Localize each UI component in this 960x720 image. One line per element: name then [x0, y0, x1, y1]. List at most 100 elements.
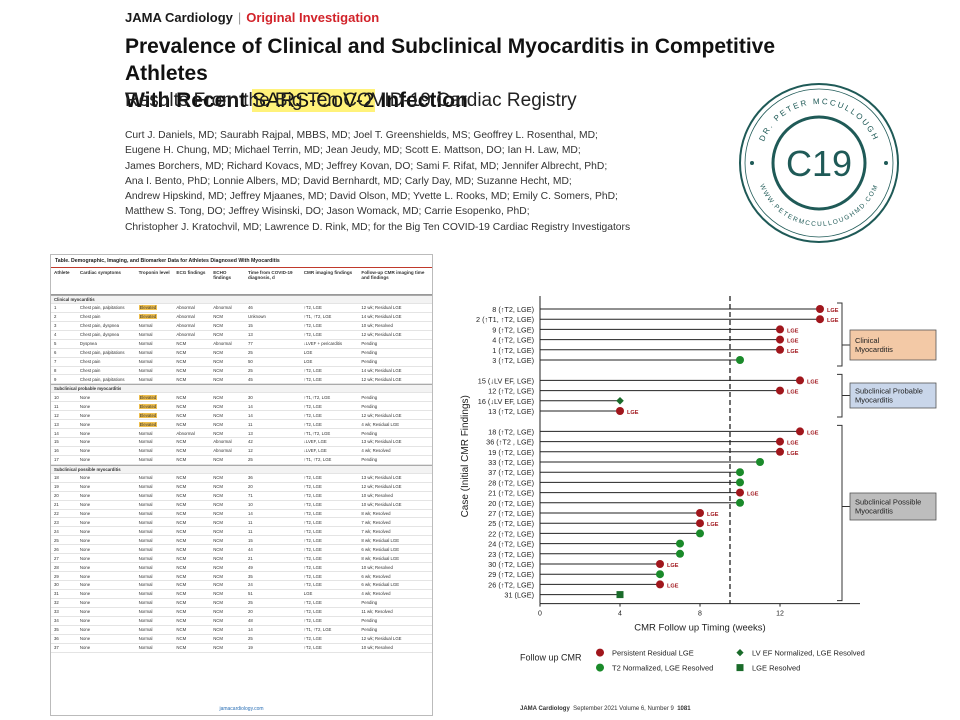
table-cell: Abnormal: [213, 341, 232, 347]
case-label: 12 (↑T2, LGE): [488, 387, 534, 396]
table-cell: NCM: [213, 403, 223, 409]
table-cell: NCM: [213, 314, 223, 320]
table-cell: 13 wk; Residual LGE: [361, 439, 402, 445]
table-cell: 36: [248, 475, 253, 481]
table-cell: Abnormal: [213, 448, 232, 454]
table-cell: None: [79, 537, 91, 543]
lge-point-label: LGE: [807, 379, 819, 385]
table-row: 33 None Normal NCM NCM 20 ↑T2, LGE 11 wk; Resol…: [51, 608, 432, 617]
table-row: 25 None Normal NCM NCM 15 ↑T2, LGE 8 wk; Residu…: [51, 536, 432, 546]
case-point-persistent: [796, 376, 804, 385]
table-cell: 12: [248, 448, 253, 454]
table-cell: 4 wk; Residual LGE: [361, 421, 400, 427]
table-cell: NCM: [213, 645, 223, 651]
lge-point-label: LGE: [747, 492, 759, 498]
table-cell: NCM: [176, 421, 187, 427]
table-row: 11 None Elevated NCM NCM 14 ↑T2, LGE Pending: [51, 402, 432, 412]
table-cell: 24: [54, 528, 59, 534]
table-cell: ↑T1, ↑T2, LGE: [303, 457, 332, 463]
table-cell: NCM: [213, 367, 223, 373]
table-cell: 17: [54, 457, 59, 463]
case-label: 37 (↑T2, LGE): [488, 468, 534, 477]
table-cell: 11: [248, 519, 253, 525]
table-cell: Pending: [361, 618, 378, 624]
table-cell: 16: [54, 448, 59, 454]
table-cell: NCM: [176, 484, 187, 490]
table-cell: 19: [248, 645, 253, 651]
case-point-persistent: [736, 488, 744, 497]
table-cell: 7 wk; Resolved: [361, 528, 391, 534]
case-point-t2_normalized: [736, 468, 744, 477]
case-point-persistent: [816, 315, 824, 324]
table-cell: ↓LVEF + pericarditis: [303, 341, 342, 347]
table-cell: 35: [248, 573, 253, 579]
table-cell: 14 wk; Residual LGE: [361, 314, 402, 320]
x-tick-label: 0: [538, 611, 542, 618]
table-section-label: Subclinical probable myocarditis: [51, 384, 432, 394]
table-cell: NCM: [213, 564, 223, 570]
x-tick-label: 12: [776, 611, 784, 618]
table-cell: NCM: [176, 555, 187, 561]
case-point-persistent: [776, 335, 784, 344]
table-cell: Elevated: [136, 421, 174, 427]
lge-point-label: LGE: [787, 390, 799, 396]
table-cell: NCM: [213, 412, 223, 418]
table-cell: NCM: [176, 502, 187, 508]
group-bracket: [837, 373, 843, 418]
table-cell: 35: [54, 627, 59, 633]
table-cell: Normal: [138, 618, 153, 624]
table-row: 12 None Elevated NCM NCM 14 ↑T2, LGE 12 wk; Res…: [51, 411, 432, 421]
table-cell: Normal: [138, 609, 153, 615]
journal-name: JAMA Cardiology: [125, 10, 233, 25]
table-cell: ↑T2, LGE: [303, 564, 322, 570]
table-cell: Normal: [138, 546, 153, 552]
table-cell: 48: [248, 618, 253, 624]
table-cell: 31: [54, 591, 59, 597]
table-cell: Normal: [138, 341, 153, 347]
group-bracket: [837, 302, 843, 367]
table-row: 8 Chest pain Normal NCM NCM 25 ↑T2, LGE 14 wk; …: [51, 367, 432, 376]
case-point-t2_normalized: [656, 570, 664, 579]
table-cell: 29: [54, 573, 59, 579]
table-cell: 21: [248, 555, 253, 561]
table-row: 31 None Normal NCM NCM 51 LGE 4 wk; Resolved: [51, 590, 432, 599]
table-cell: NCM: [213, 573, 223, 579]
table-cell: Pending: [361, 627, 378, 633]
table-cell: 14: [248, 510, 253, 516]
table-cell: None: [79, 475, 91, 481]
case-label: 9 (↑T2, LGE): [492, 325, 534, 334]
table-cell: NCM: [176, 493, 187, 499]
table-row: 24 None Normal NCM NCM 11 ↑T2, LGE 7 wk; Resolv…: [51, 527, 432, 537]
table-cell: Chest pain, palpitations: [79, 305, 125, 311]
lge-point-label: LGE: [667, 563, 679, 569]
case-point-persistent: [776, 437, 784, 446]
table-row: 17 None Normal NCM NCM 25 ↑T1, ↑T2, LGE Pending: [51, 456, 432, 465]
case-point-persistent: [616, 407, 624, 415]
case-label: 24 (↑T2, LGE): [488, 540, 534, 549]
table-cell: 11: [248, 528, 253, 534]
case-label: 27 (↑T2, LGE): [488, 509, 534, 518]
table-cell: NCM: [213, 627, 223, 633]
table-cell: 14: [54, 430, 59, 436]
table-row: 20 None Normal NCM NCM 71 ↑T2, LGE 10 wk; Resol…: [51, 492, 432, 501]
table-cell: ↑T2, LGE: [303, 537, 322, 543]
table-cell: ↑T2, LGE: [303, 305, 322, 311]
table-cell: 21: [54, 502, 59, 508]
table-footer-link[interactable]: jamacardiology.com: [219, 706, 264, 712]
table-cell: 51: [248, 591, 253, 597]
section-label-text: Subclinical probable myocarditis: [54, 386, 122, 392]
table-cell: NCM: [213, 484, 223, 490]
table-cell: 25: [248, 636, 253, 642]
table-title: Table. Demographic, Imaging, and Biomark…: [51, 255, 432, 268]
table-cell: ↑T2, LGE: [303, 502, 322, 508]
table-cell: Normal: [138, 493, 153, 499]
table-cell: Chest pain, palpitations: [79, 350, 125, 356]
table-cell: None: [79, 502, 91, 508]
legend-marker-lvef_normalized: [736, 649, 744, 657]
table-cell: None: [79, 448, 91, 454]
legend-marker-lge_resolved: [736, 664, 744, 672]
table-cell: 15: [248, 537, 253, 543]
table-cell: Normal: [138, 645, 153, 651]
table-cell: Elevated: [136, 314, 174, 320]
table-cell: NCM: [213, 537, 223, 543]
